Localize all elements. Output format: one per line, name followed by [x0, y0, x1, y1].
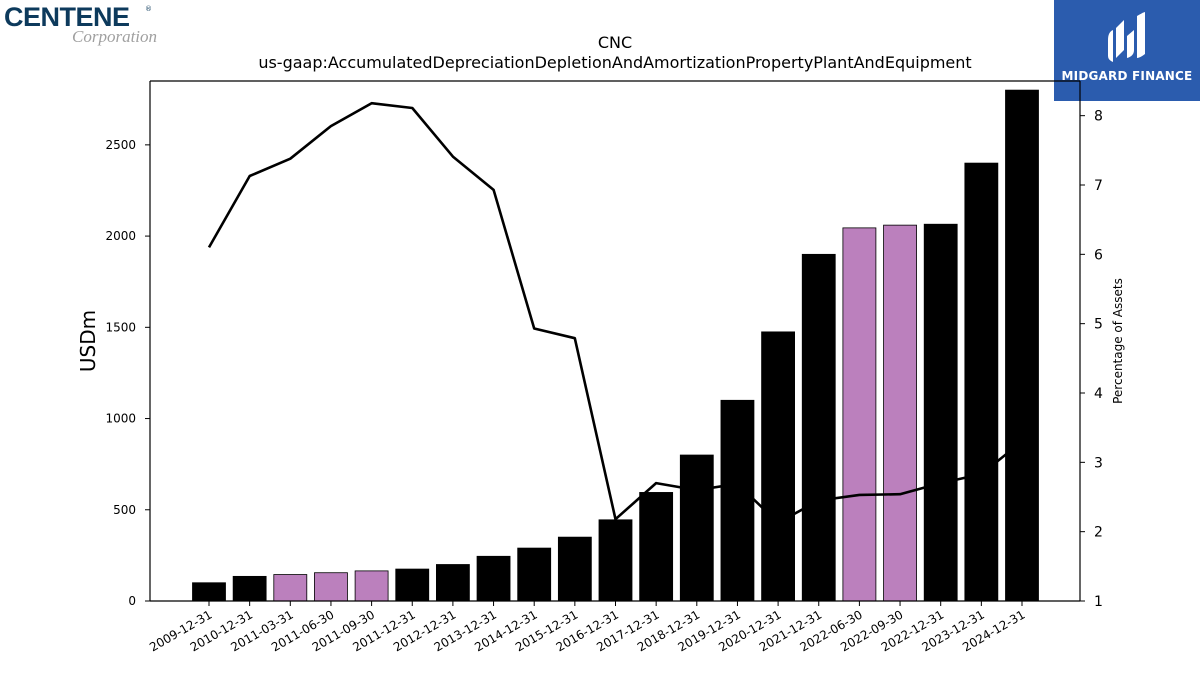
bar-2019-12-31: [720, 399, 755, 602]
y-tick-label: 1000: [105, 412, 136, 426]
left-y-ticks: 0 500 1000 1500 2000 2500: [105, 138, 150, 608]
bar-2011-06-30: [314, 572, 348, 602]
bar-2016-12-31: [598, 519, 633, 602]
bar-2023-12-31: [964, 162, 999, 602]
percentage-line: [207, 101, 1023, 525]
y2-tick-label: 8: [1094, 109, 1103, 125]
bar-2011-09-30: [354, 570, 389, 602]
midgard-logo-icon: [1108, 12, 1145, 62]
y2-tick-label: 7: [1094, 178, 1103, 194]
bar-2018-12-31: [679, 454, 714, 602]
bar-2024-12-31: [1005, 89, 1039, 602]
y-tick-label: 0: [128, 594, 136, 608]
bar-2015-12-31: [557, 536, 592, 602]
y-axis-label: USDm: [76, 310, 100, 372]
y2-tick-label: 3: [1094, 455, 1103, 471]
chart-subtitle: us-gaap:AccumulatedDepreciationDepletion…: [258, 53, 971, 72]
y2-tick-label: 2: [1094, 525, 1103, 541]
bar-2010-12-31: [232, 575, 267, 602]
bar-2022-09-30: [883, 224, 917, 602]
registered-mark: ®: [145, 5, 152, 13]
bar-2020-12-31: [761, 331, 795, 602]
y-tick-label: 2000: [105, 229, 136, 243]
bar-2022-12-31: [923, 223, 958, 602]
bar-2021-12-31: [801, 253, 836, 602]
bar-2011-03-31: [273, 574, 308, 602]
y2-tick-label: 1: [1094, 594, 1103, 610]
y2-tick-label: 5: [1094, 317, 1103, 333]
centene-logo-name: CENTENE: [4, 2, 130, 32]
y-tick-label: 500: [113, 503, 136, 517]
midgard-finance-badge: MIDGARD FINANCE: [1054, 0, 1200, 101]
x-ticks: 2009-12-312010-12-312011-03-312011-06-30…: [147, 601, 1028, 654]
bar-2011-12-31: [395, 568, 430, 602]
right-y-ticks: 1 2 3 4 5 6 7 8: [1080, 109, 1103, 610]
bar-2009-12-31: [192, 582, 226, 602]
y2-tick-label: 4: [1094, 386, 1103, 402]
bar-2014-12-31: [517, 547, 552, 602]
bars-layer: [192, 89, 1039, 602]
y-tick-label: 2500: [105, 138, 136, 152]
y2-tick-label: 6: [1094, 247, 1103, 263]
centene-logo: CENTENE ® Corporation: [4, 2, 194, 48]
bar-2013-12-31: [476, 555, 511, 602]
chart-title: CNC: [598, 33, 632, 52]
bar-2017-12-31: [639, 492, 674, 602]
y2-axis-label: Percentage of Assets: [1111, 278, 1125, 404]
line-layer: [207, 101, 1023, 525]
bar-2012-12-31: [435, 564, 470, 602]
centene-logo-subtitle: Corporation: [72, 27, 158, 46]
bar-2022-06-30: [842, 227, 877, 602]
y-tick-label: 1500: [105, 320, 136, 334]
midgard-finance-label: MIDGARD FINANCE: [1061, 69, 1193, 83]
